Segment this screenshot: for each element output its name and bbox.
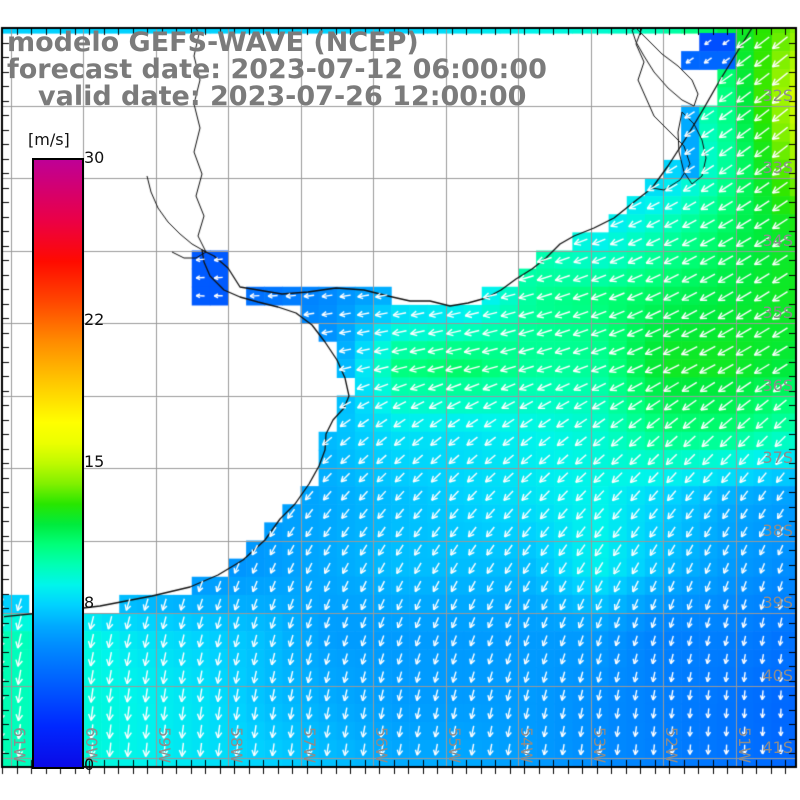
colorbar-tick-label: 0 <box>84 755 95 774</box>
colorbar-tick-label: 22 <box>84 309 105 329</box>
lon-label: 61W <box>9 727 29 764</box>
colorbar-tick-label: 30 <box>84 148 105 167</box>
lon-label: 53W <box>589 727 609 764</box>
lat-label: 39S <box>762 593 793 612</box>
lon-label: 58W <box>227 727 246 764</box>
lat-label: 38S <box>762 520 793 540</box>
lat-label: 32S <box>762 85 793 105</box>
lon-label: 59W <box>154 727 174 764</box>
forecast-date-line: forecast date: 2023-07-12 06:00:00 <box>7 54 547 85</box>
lat-label: 37S <box>762 448 793 467</box>
lat-label: 34S <box>762 230 793 250</box>
lat-label: 40S <box>762 665 793 685</box>
valid-date-line: valid date: 2023-07-26 12:00:00 <box>38 81 527 112</box>
lat-label: 36S <box>762 375 793 395</box>
lat-label: 35S <box>762 303 793 322</box>
colorbar-tick-label: 8 <box>84 593 95 613</box>
lon-label: 57W <box>299 727 319 764</box>
colorbar-unit-label: [m/s] <box>28 130 70 149</box>
lon-label: 51W <box>734 727 754 764</box>
lon-label: 56W <box>372 727 391 764</box>
colorbar-tick-label: 15 <box>84 451 105 471</box>
model-title: modelo GEFS-WAVE (NCEP) <box>7 27 419 58</box>
lat-label: 41S <box>762 738 793 757</box>
lat-label: 33S <box>762 158 793 177</box>
lon-label: 54W <box>517 727 536 764</box>
colorbar <box>32 158 84 769</box>
lon-label: 52W <box>662 727 681 764</box>
lon-label: 55W <box>444 727 464 764</box>
